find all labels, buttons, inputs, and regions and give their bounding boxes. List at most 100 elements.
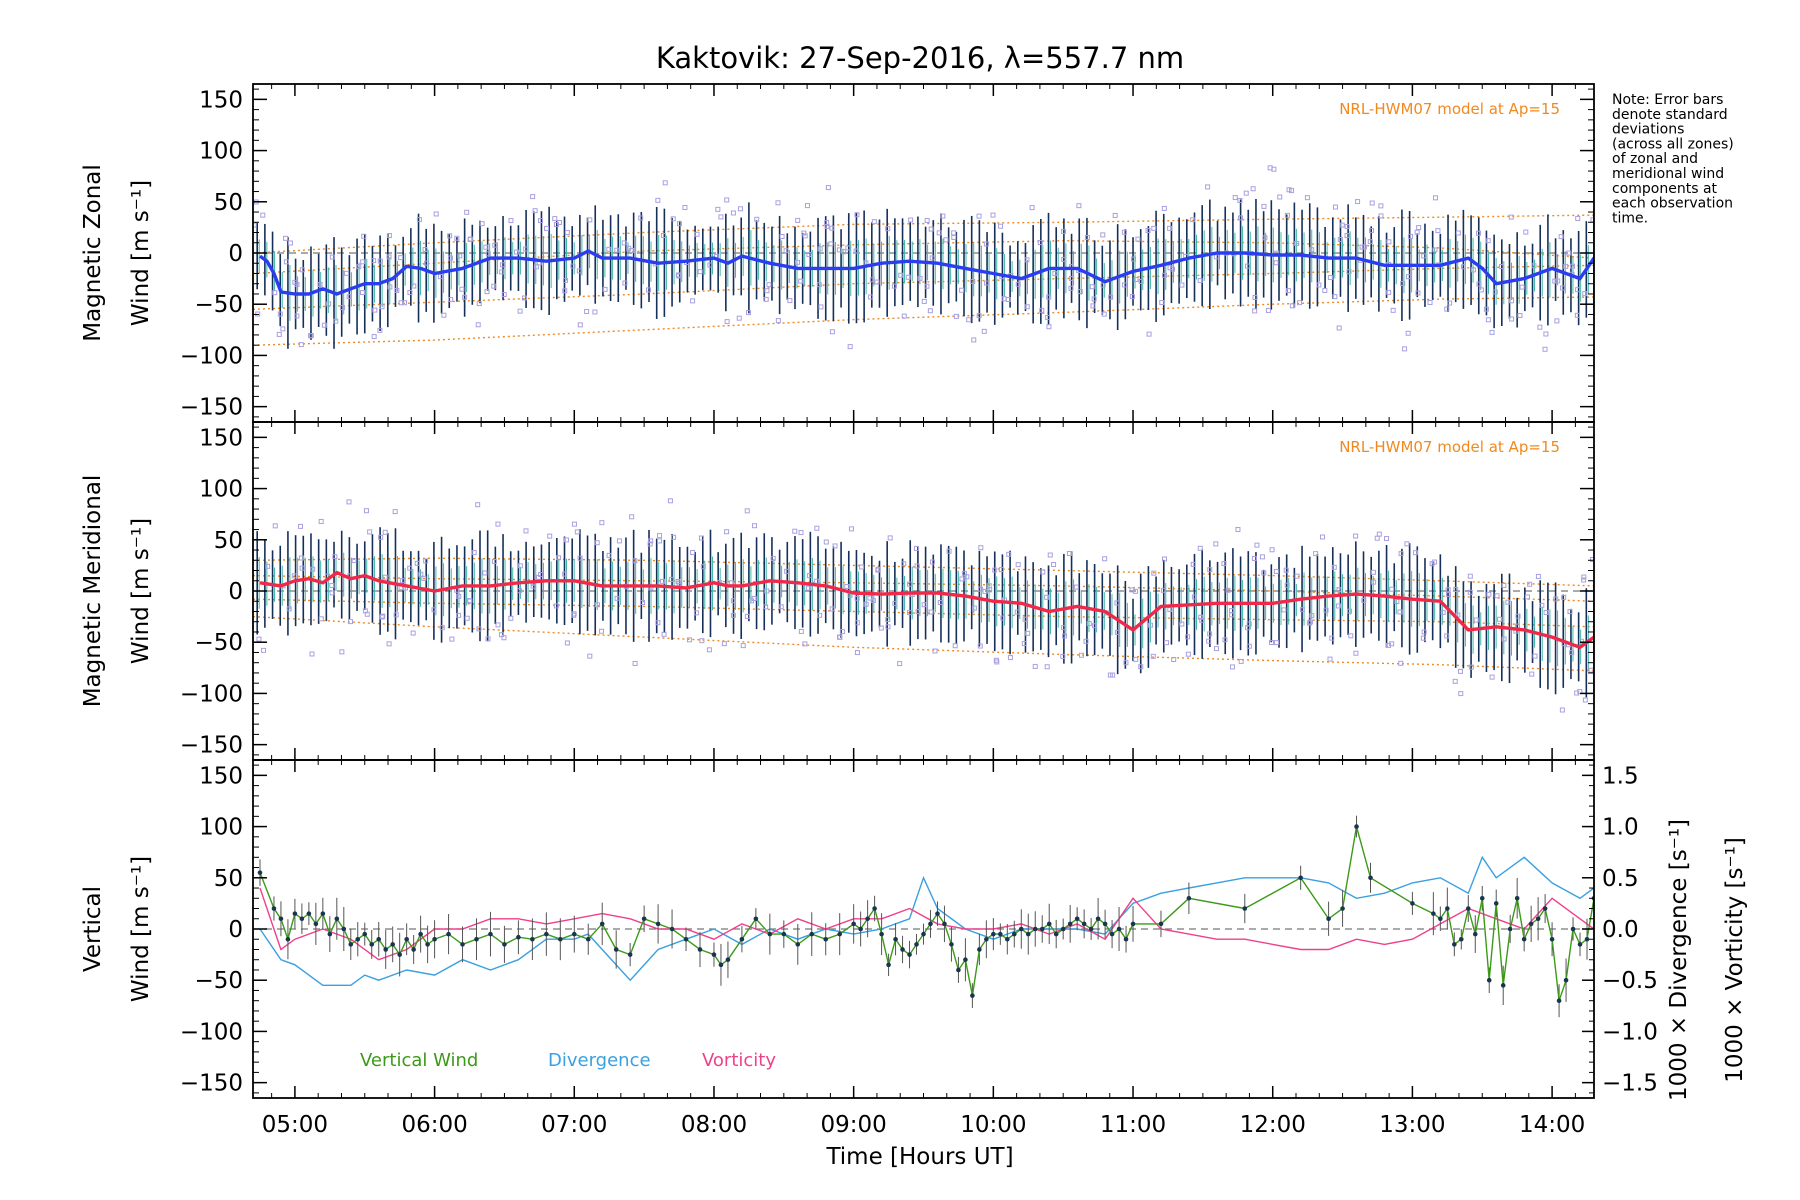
sample-point <box>1045 315 1051 321</box>
vertical-wind-point <box>858 926 863 932</box>
sample-point <box>1353 533 1359 539</box>
sample-point <box>661 233 667 239</box>
legend-divergence: Divergence <box>548 1050 651 1071</box>
vertical-wind-point <box>1535 916 1541 922</box>
sample-point <box>501 292 507 298</box>
sample-point <box>423 558 429 564</box>
sample-point <box>621 240 627 246</box>
sample-point <box>1237 197 1243 203</box>
vertical-ylabel-line1: Vertical <box>80 886 106 972</box>
y-tick-label: 50 <box>214 866 243 892</box>
sample-point <box>1238 215 1244 221</box>
legend-vertical-wind: Vertical Wind <box>360 1050 478 1071</box>
sample-point <box>298 342 304 348</box>
sample-point <box>1083 638 1089 644</box>
sample-point <box>682 205 688 211</box>
sample-point <box>1161 205 1167 211</box>
vertical-wind-point <box>334 916 340 922</box>
sample-point <box>1578 638 1584 644</box>
sample-point <box>1523 229 1529 235</box>
sample-point <box>1574 312 1580 318</box>
sample-point <box>698 535 704 541</box>
y-tick-label: −150 <box>180 1071 243 1097</box>
vertical-wind-point <box>1067 921 1073 927</box>
vertical-wind-point <box>1410 901 1415 906</box>
sample-point <box>1304 195 1310 201</box>
model-line <box>253 214 1594 254</box>
sample-point <box>966 317 972 323</box>
sample-point <box>294 313 300 319</box>
sample-point <box>1389 641 1395 647</box>
sample-point <box>1238 658 1244 664</box>
vertical-wind-point <box>299 916 305 922</box>
sample-point <box>1348 633 1354 639</box>
sample-point <box>854 212 860 218</box>
sample-point <box>721 641 727 647</box>
sample-point <box>676 221 682 227</box>
vertical-wind-point <box>1116 926 1122 932</box>
sample-point <box>1164 640 1170 646</box>
sample-point <box>845 245 851 251</box>
vertical-wind-point <box>376 936 382 942</box>
vertical-wind-point <box>1298 875 1303 881</box>
x-axis-label: Time [Hours UT] <box>825 1144 1013 1170</box>
sample-point <box>326 301 332 307</box>
vertical-wind-point <box>558 936 563 942</box>
sample-point <box>990 212 996 218</box>
sample-point <box>700 564 706 570</box>
sample-point <box>386 233 392 239</box>
sample-point <box>416 217 422 223</box>
sample-point <box>817 246 823 252</box>
sample-point <box>798 278 804 284</box>
sample-point <box>1273 260 1279 266</box>
sample-point <box>467 598 473 604</box>
vertical-wind-point <box>1060 926 1066 932</box>
sample-point <box>924 283 930 289</box>
sample-point <box>379 304 385 310</box>
vertical-wind-point <box>998 931 1003 937</box>
vertical-wind-point <box>963 957 968 963</box>
sample-point <box>1498 264 1504 270</box>
y-tick-label: 100 <box>199 477 243 503</box>
sample-point <box>1269 547 1275 553</box>
sample-point <box>476 626 482 632</box>
right-tick-label: −0.5 <box>1602 968 1658 994</box>
right-tick-label: 0.0 <box>1602 917 1639 943</box>
vertical-wind-point <box>1109 931 1115 937</box>
sample-point <box>441 312 447 318</box>
sample-point <box>1014 609 1020 615</box>
sample-point <box>952 643 958 649</box>
x-tick-label: 10:00 <box>960 1112 1026 1138</box>
vertical-wind-point <box>292 911 298 916</box>
sample-point <box>291 573 297 579</box>
vertical-wind-point <box>1479 895 1485 901</box>
sample-point <box>1277 194 1283 200</box>
sample-point <box>854 620 860 626</box>
sample-point <box>1284 212 1290 218</box>
sample-point <box>448 297 454 303</box>
sample-point <box>517 308 523 314</box>
right-tick-label: −1.5 <box>1602 1071 1658 1097</box>
sample-point <box>576 268 582 274</box>
sample-point <box>1044 664 1050 670</box>
sample-point <box>447 255 453 261</box>
sample-point <box>614 247 620 253</box>
sample-point <box>1044 594 1050 600</box>
sample-point <box>1205 184 1211 190</box>
sample-point <box>1559 707 1565 713</box>
note-line: denote standard <box>1612 107 1728 123</box>
sample-point <box>276 331 282 337</box>
sample-point <box>1384 535 1390 541</box>
sample-point <box>655 620 661 626</box>
sample-point <box>1160 587 1166 593</box>
sample-point <box>901 561 907 567</box>
sample-point <box>1400 280 1406 286</box>
sample-point <box>294 281 300 287</box>
sample-point <box>724 319 730 325</box>
sample-point <box>770 555 776 561</box>
sample-point <box>953 313 959 319</box>
vertical-wind-point <box>1130 921 1136 927</box>
sample-point <box>1445 591 1451 597</box>
sample-point <box>929 559 935 565</box>
sample-point <box>1135 236 1141 242</box>
